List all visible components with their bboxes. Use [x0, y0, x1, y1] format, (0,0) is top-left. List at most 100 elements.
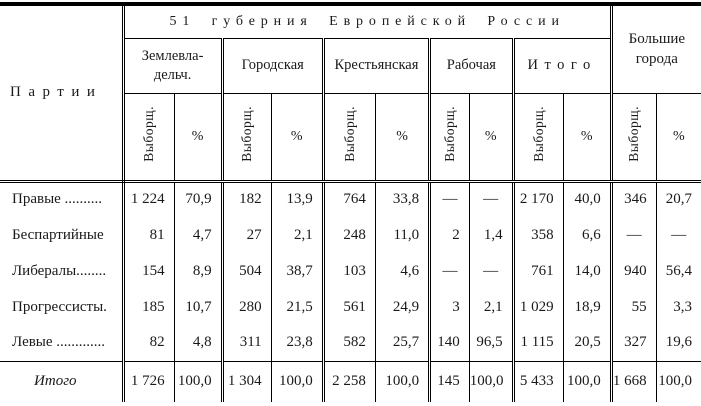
- electors-rotated-label: Выборщ.: [530, 106, 546, 162]
- table-cell: 40,0: [562, 181, 612, 217]
- table-row: Либералы........ 154 8,9 504 38,7 103 4,…: [0, 253, 701, 289]
- table-cell: 20,5: [562, 325, 612, 361]
- table-cell: 100,0: [270, 360, 324, 402]
- table-cell: 100,0: [468, 360, 514, 402]
- group-header-urban-curia: Городская: [220, 38, 324, 94]
- electors-column-header: Выборщ.: [220, 93, 272, 183]
- percent-column-header: %: [374, 93, 430, 183]
- table-cell: 311: [220, 325, 272, 361]
- electors-rotated-label: Выборщ.: [626, 106, 642, 162]
- electors-column-header: Выборщ.: [321, 93, 376, 183]
- group-header-worker-curia: Рабочая: [428, 38, 514, 94]
- table-cell: —: [468, 253, 514, 289]
- table-cell: 4,7: [173, 217, 223, 253]
- table-cell: 1,4: [468, 217, 514, 253]
- table-cell: 182: [220, 181, 272, 217]
- table-cell: 346: [609, 181, 657, 217]
- table-cell: 8,9: [173, 253, 223, 289]
- table-row: Прогрессисты. 185 10,7 280 21,5 561 24,9…: [0, 289, 701, 325]
- table-row: Правые .......... 1 224 70,9 182 13,9 76…: [0, 181, 701, 217]
- percent-column-header: %: [173, 93, 223, 183]
- percent-column-header: %: [655, 93, 701, 183]
- table-cell: 100,0: [173, 360, 223, 402]
- table-cell: 1 115: [511, 325, 564, 361]
- table-cell: 81: [121, 217, 175, 253]
- total-row-label: Итого: [0, 360, 124, 402]
- table-cell: 280: [220, 289, 272, 325]
- header-row-top: Партии 51 губерния Европейской России Бо…: [0, 4, 701, 183]
- electors-column-header: Выборщ.: [609, 93, 657, 183]
- header-row-sub: Выборщ. % Выборщ. % Выборщ. % Выборщ. % …: [0, 93, 701, 183]
- row-label: Прогрессисты.: [12, 298, 107, 315]
- table-cell: 140: [428, 325, 470, 361]
- table-cell: 5 433: [511, 360, 564, 402]
- table-cell: 33,8: [374, 181, 430, 217]
- electors-column-header: Выборщ.: [511, 93, 564, 183]
- table-cell: —: [428, 253, 470, 289]
- table-cell: 2,1: [270, 217, 324, 253]
- table-cell: 96,5: [468, 325, 514, 361]
- percent-column-header: %: [270, 93, 324, 183]
- electors-column-header: Выборщ.: [121, 93, 175, 183]
- table-cell: 82: [121, 325, 175, 361]
- table-cell: 1 726: [121, 360, 175, 402]
- table-cell: —: [428, 181, 470, 217]
- table-cell: 1 224: [121, 181, 175, 217]
- row-label: Либералы........: [12, 262, 107, 279]
- table-cell: —: [609, 217, 657, 253]
- table-cell: 23,8: [270, 325, 324, 361]
- row-label: Левые .............: [12, 334, 106, 351]
- table-cell: 21,5: [270, 289, 324, 325]
- electors-rotated-label: Выборщ.: [341, 106, 357, 162]
- table-cell: 145: [428, 360, 470, 402]
- table-cell: 327: [609, 325, 657, 361]
- table-cell: 14,0: [562, 253, 612, 289]
- electors-rotated-label: Выборщ.: [239, 106, 255, 162]
- table-cell: 940: [609, 253, 657, 289]
- table-cell: 13,9: [270, 181, 324, 217]
- big-cities-group-header: Большие города: [609, 4, 701, 94]
- table-cell: 103: [321, 253, 376, 289]
- table-cell: 100,0: [655, 360, 701, 402]
- table-cell: 27: [220, 217, 272, 253]
- table-cell: 19,6: [655, 325, 701, 361]
- table-row: Беспартийные 81 4,7 27 2,1 248 11,0 2 1,…: [0, 217, 701, 253]
- table-cell: 582: [321, 325, 376, 361]
- table-cell: —: [468, 181, 514, 217]
- row-label: Правые ..........: [12, 191, 103, 208]
- header-row-groups: Землевла-дельч. Городская Крестьянская Р…: [0, 38, 701, 94]
- table-cell: —: [655, 217, 701, 253]
- table-cell: 248: [321, 217, 376, 253]
- table-cell: 100,0: [374, 360, 430, 402]
- table-cell: 2 258: [321, 360, 376, 402]
- table-cell: 55: [609, 289, 657, 325]
- table-cell: 504: [220, 253, 272, 289]
- table-cell: 25,7: [374, 325, 430, 361]
- table-cell: 1 668: [609, 360, 657, 402]
- total-row: Итого 1 726 100,0 1 304 100,0 2 258 100,…: [0, 360, 701, 402]
- table-cell: 185: [121, 289, 175, 325]
- electors-rotated-label: Выборщ.: [141, 106, 157, 162]
- table-cell: 1 304: [220, 360, 272, 402]
- table-cell: 10,7: [173, 289, 223, 325]
- table-cell: 2: [428, 217, 470, 253]
- provinces-span-header: 51 губерния Европейской России: [123, 4, 612, 39]
- table-cell: 70,9: [173, 181, 223, 217]
- table-cell: 2 170: [511, 181, 564, 217]
- electors-column-header: Выборщ.: [428, 93, 470, 183]
- table-cell: 6,6: [562, 217, 612, 253]
- table-cell: 100,0: [562, 360, 612, 402]
- table-cell: 3,3: [655, 289, 701, 325]
- table-cell: 3: [428, 289, 470, 325]
- percent-column-header: %: [468, 93, 514, 183]
- row-label: Беспартийные: [12, 226, 104, 243]
- table-cell: 38,7: [270, 253, 324, 289]
- table-cell: 4,6: [374, 253, 430, 289]
- table-cell: 24,9: [374, 289, 430, 325]
- table-cell: 11,0: [374, 217, 430, 253]
- table-cell: 1 029: [511, 289, 564, 325]
- percent-column-header: %: [562, 93, 612, 183]
- table-cell: 56,4: [655, 253, 701, 289]
